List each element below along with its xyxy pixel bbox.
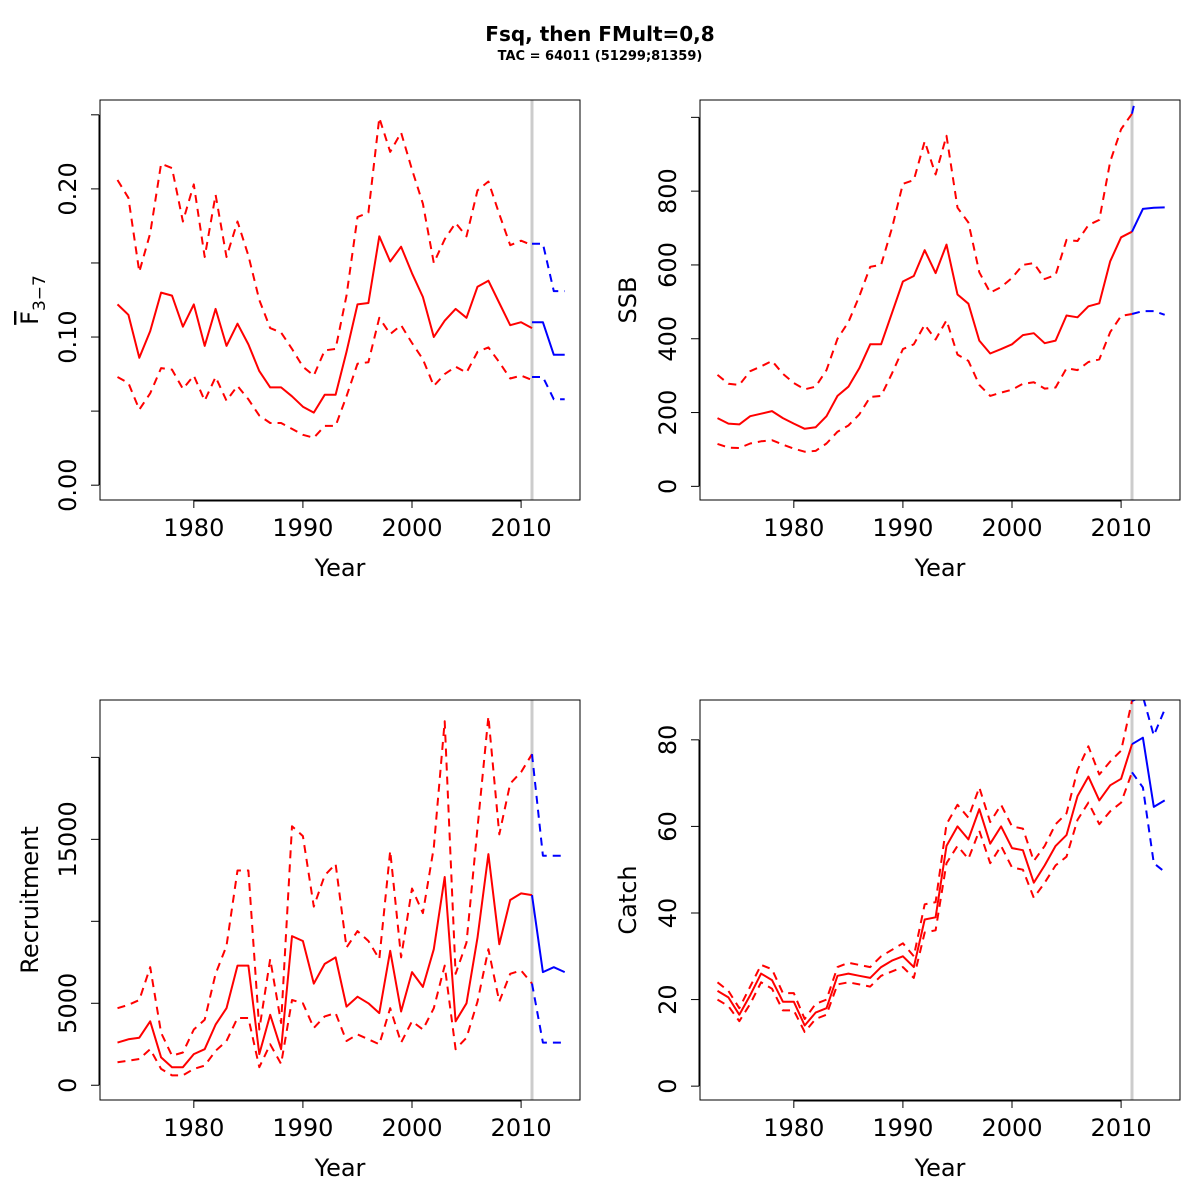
- x-tick-label: 2000: [381, 1114, 442, 1142]
- historic-median-line: [716, 743, 1133, 1027]
- y-axis-label-subscript: 3−7: [30, 275, 50, 311]
- historic-upper-line: [117, 715, 533, 1057]
- x-axis-label: Year: [914, 1154, 966, 1182]
- plot-area: [116, 100, 565, 500]
- historic-lower-line: [117, 316, 533, 439]
- y-tick-label: 800: [654, 168, 682, 214]
- x-tick-label: 2000: [981, 514, 1042, 542]
- x-tick-label: 1990: [872, 1114, 933, 1142]
- panel-ssb: 1980 1990 2000 2010 Year 0 200 400 600 800 SSB: [614, 99, 1181, 582]
- x-axis-label: Year: [314, 1154, 366, 1182]
- plot-frame: [699, 699, 1181, 1101]
- historic-upper-line: [116, 116, 533, 377]
- historic-lower-line: [716, 771, 1133, 1033]
- forecast-median-line: [1131, 736, 1166, 808]
- forecast-upper-line: [532, 242, 565, 293]
- y-tick-label: 0: [54, 1078, 82, 1093]
- plot-frame: [99, 699, 581, 1101]
- panel-fbar: 1980 1990 2000 2010 Year 0.00 0.10 0.20 F3−7: [16, 99, 581, 582]
- y-tick-label: 0: [654, 1079, 682, 1094]
- forecast-lower-line: [532, 376, 565, 401]
- historic-median-line: [717, 230, 1133, 430]
- x-tick-label: 2010: [1091, 514, 1152, 542]
- x-tick-label: 1980: [763, 1114, 824, 1142]
- figure-title: Fsq, then FMult=0,8: [485, 22, 714, 46]
- x-tick-label: 2010: [491, 1114, 552, 1142]
- y-tick-label: 0.10: [54, 310, 82, 363]
- x-tick-label: 1980: [163, 1114, 224, 1142]
- historic-upper-line: [716, 113, 1133, 391]
- y-tick-label: 200: [654, 390, 682, 436]
- y-axis-label: Recruitment: [16, 826, 44, 973]
- x-tick-label: 2000: [981, 1114, 1042, 1142]
- y-tick-label: 0: [654, 479, 682, 494]
- plot-frame: [699, 99, 1181, 501]
- x-tick-label: 2010: [491, 514, 552, 542]
- y-axis-label: Catch: [614, 865, 642, 934]
- x-tick-label: 2000: [381, 514, 442, 542]
- panels: 1980 1990 2000 2010Year0.000.100.20F3−71980…: [16, 99, 1181, 1182]
- x-tick-label: 1990: [272, 514, 333, 542]
- y-tick-label: 400: [654, 316, 682, 362]
- y-tick-label: 5000: [54, 973, 82, 1034]
- x-tick-label: 1990: [272, 1114, 333, 1142]
- forecast-median-line: [1131, 206, 1165, 233]
- historic-median-line: [116, 235, 533, 414]
- plot-area: [117, 700, 566, 1100]
- x-tick-label: 1980: [763, 514, 824, 542]
- forecast-lower-line: [1131, 771, 1166, 873]
- historic-lower-line: [117, 948, 533, 1077]
- y-tick-label: 40: [654, 898, 682, 929]
- x-axis-label: Year: [914, 554, 966, 582]
- plot-frame: [99, 99, 581, 501]
- y-axis-label-main: F: [16, 311, 44, 325]
- y-tick-label: 60: [654, 811, 682, 842]
- panel-catch: 1980 1990 2000 2010 Year 0 20 40 60 80 Catch: [614, 699, 1181, 1182]
- y-tick-label: 600: [654, 242, 682, 288]
- forecast-lower-line: [1131, 310, 1166, 316]
- x-axis-label: Year: [314, 554, 366, 582]
- y-tick-label: 80: [654, 725, 682, 756]
- figure-subtitle: TAC = 64011 (51299;81359): [498, 49, 703, 64]
- y-axis-label: F3−7: [16, 275, 50, 325]
- forecast-lower-line: [531, 983, 565, 1044]
- y-tick-label: 15000: [54, 801, 82, 877]
- x-tick-label: 2010: [1091, 1114, 1152, 1142]
- forecast-median-line: [532, 321, 565, 356]
- forecast-median-line: [531, 894, 566, 974]
- plot-area: [716, 100, 1166, 500]
- y-axis-label: SSB: [614, 277, 642, 324]
- panel-recruitment: 1980 1990 2000 2010 Year 0 5000 15000 Recruitmen…: [16, 699, 581, 1182]
- y-tick-label: 20: [654, 984, 682, 1015]
- plot-area: [716, 700, 1166, 1100]
- forecast-upper-line: [1131, 700, 1166, 737]
- historic-lower-line: [717, 313, 1133, 453]
- y-tick-label: 0.20: [54, 162, 82, 215]
- x-tick-label: 1980: [163, 514, 224, 542]
- historic-median-line: [117, 853, 533, 1069]
- historic-upper-line: [716, 700, 1133, 1020]
- forecast-upper-line: [531, 753, 565, 857]
- y-tick-label: 0.00: [54, 458, 82, 511]
- x-tick-label: 1990: [872, 514, 933, 542]
